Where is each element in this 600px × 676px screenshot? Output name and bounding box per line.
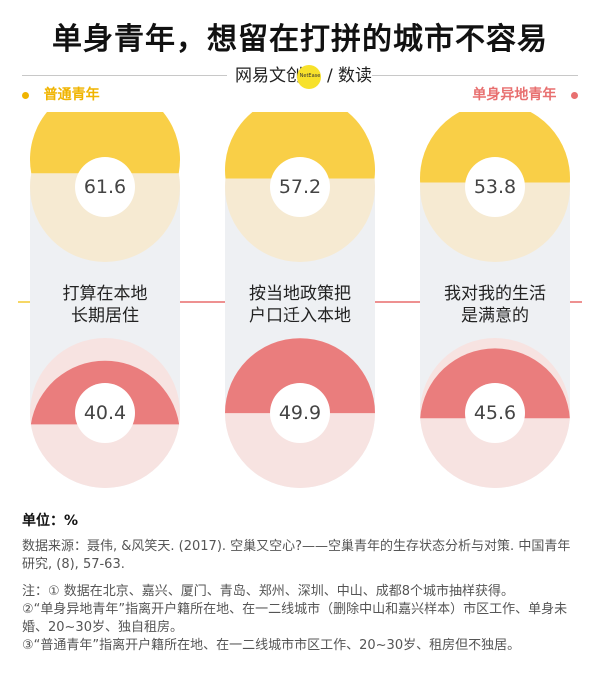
divider-yellow-1 bbox=[18, 301, 30, 303]
legend-single-remote-youth: 单身异地青年 bbox=[472, 86, 578, 104]
gauge-normal-1-value-label: 61.6 bbox=[75, 157, 135, 217]
gauge-remote-1-value-label: 40.4 bbox=[75, 383, 135, 443]
brand-dot-icon bbox=[297, 65, 321, 89]
page-title: 单身青年，想留在打拼的城市不容易 bbox=[52, 22, 548, 57]
note-3: ③“普通青年”指离开户籍所在地、在一二线城市市区工作、20~30岁、租房但不独居… bbox=[22, 638, 521, 653]
notes: 注：① 数据在北京、嘉兴、厦门、青岛、郑州、深圳、中山、成都8个城市抽样获得。 … bbox=[22, 583, 582, 655]
gauge-remote-1: 40.4 bbox=[30, 338, 180, 488]
gauge-remote-2: 49.9 bbox=[225, 338, 375, 488]
legend-label-left: 普通青年 bbox=[43, 87, 100, 103]
gauge-normal-2: 57.2 bbox=[225, 112, 375, 262]
legend-label-right: 单身异地青年 bbox=[472, 87, 557, 103]
divider-red-2 bbox=[375, 301, 420, 303]
gauge-normal-3: 53.8 bbox=[420, 112, 570, 262]
brand-logo: 网易文创 NetEase / 数读 bbox=[233, 63, 373, 89]
gauge-remote-3: 45.6 bbox=[420, 338, 570, 488]
legend-dot-yellow-icon bbox=[22, 91, 29, 99]
divider-red-3 bbox=[570, 301, 582, 303]
category-label-2: 按当地政策把 户口迁入本地 bbox=[249, 284, 351, 326]
legend-normal-youth: 普通青年 bbox=[22, 86, 100, 104]
note-1: 注：① 数据在北京、嘉兴、厦门、青岛、郑州、深圳、中山、成都8个城市抽样获得。 bbox=[22, 584, 515, 599]
brand-tag: NetEase bbox=[299, 73, 321, 79]
gauge-normal-3-fill bbox=[420, 112, 570, 183]
gauge-remote-3-value-label: 45.6 bbox=[465, 383, 525, 443]
gauge-normal-2-value-label: 57.2 bbox=[270, 157, 330, 217]
category-label-1: 打算在本地 长期居住 bbox=[62, 284, 148, 326]
unit-label: 单位：% bbox=[22, 513, 79, 529]
brand-name: 网易文创 bbox=[235, 66, 303, 86]
gauge-remote-2-fill bbox=[225, 338, 375, 414]
data-source: 数据来源：聂伟, &风笑天. (2017). 空巢又空心?——空巢青年的生存状态… bbox=[22, 539, 571, 572]
brand-bar: 网易文创 NetEase / 数读 bbox=[0, 63, 600, 89]
gauge-normal-2-fill bbox=[225, 112, 375, 179]
gauge-normal-3-value-label: 53.8 bbox=[465, 157, 525, 217]
brand-slash: / bbox=[327, 66, 333, 86]
legend-dot-red-icon bbox=[571, 91, 578, 99]
divider-red-1 bbox=[180, 301, 225, 303]
brand-line-left bbox=[22, 75, 227, 76]
note-2: ②“单身异地青年”指离开户籍所在地、在一二线城市（删除中山和嘉兴样本）市区工作、… bbox=[22, 602, 568, 635]
gauge-normal-1-fill bbox=[30, 112, 180, 174]
gauge-normal-1: 61.6 bbox=[30, 112, 180, 262]
brand-line-right bbox=[372, 75, 578, 76]
brand-column: 数读 bbox=[338, 66, 372, 86]
gauge-remote-2-value-label: 49.9 bbox=[270, 383, 330, 443]
category-label-3: 我对我的生活 是满意的 bbox=[444, 284, 546, 326]
